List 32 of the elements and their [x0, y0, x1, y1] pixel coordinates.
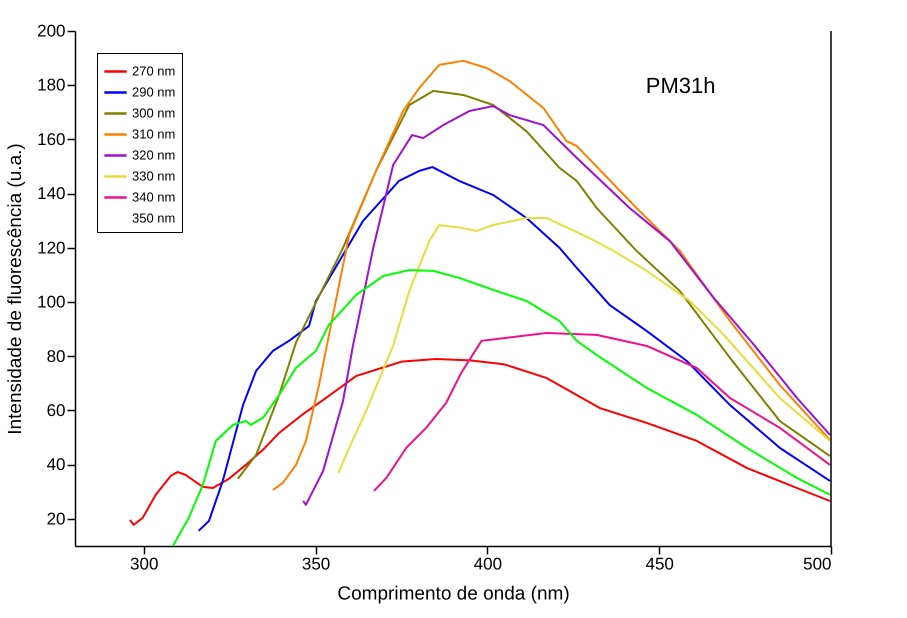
- y-tick-label: 20: [46, 509, 66, 528]
- x-axis-title: Comprimento de onda (nm): [337, 584, 570, 604]
- legend-label: 300 nm: [132, 106, 176, 120]
- y-tick-label: 60: [46, 400, 66, 420]
- y-tick-label: 180: [37, 76, 66, 95]
- y-tick-label: 100: [37, 292, 66, 312]
- y-tick-label: 140: [37, 184, 66, 204]
- y-tick-label: 40: [46, 455, 66, 474]
- x-tick-label: 300: [130, 554, 158, 574]
- line-series: [172, 269, 831, 547]
- y-tick-label: 80: [46, 346, 66, 366]
- x-tick-label: 500: [803, 554, 832, 574]
- x-tick-label: 350: [302, 554, 330, 574]
- legend-label: 340 nm: [132, 190, 176, 204]
- x-tick-label: 400: [474, 554, 502, 574]
- x-tick-label: 450: [645, 554, 674, 574]
- y-axis-title: Intensidade de fluorescência (u.a.): [5, 143, 26, 435]
- line-series: [372, 332, 831, 492]
- legend-label: 270 nm: [132, 64, 176, 78]
- line-series: [302, 105, 831, 506]
- y-tick-label: 120: [37, 238, 66, 258]
- annotation: PM31h: [646, 73, 716, 98]
- y-tick-label: 160: [37, 130, 66, 149]
- line-series: [198, 166, 831, 532]
- legend-label: 290 nm: [132, 84, 176, 100]
- line-series: [128, 358, 831, 526]
- legend-label: 320 nm: [132, 148, 176, 162]
- legend-label: 330 nm: [132, 168, 176, 184]
- line-series: [337, 217, 831, 474]
- text: 350 nm: [132, 210, 176, 226]
- y-tick-label: 200: [37, 22, 66, 40]
- legend-label: 310 nm: [132, 126, 176, 142]
